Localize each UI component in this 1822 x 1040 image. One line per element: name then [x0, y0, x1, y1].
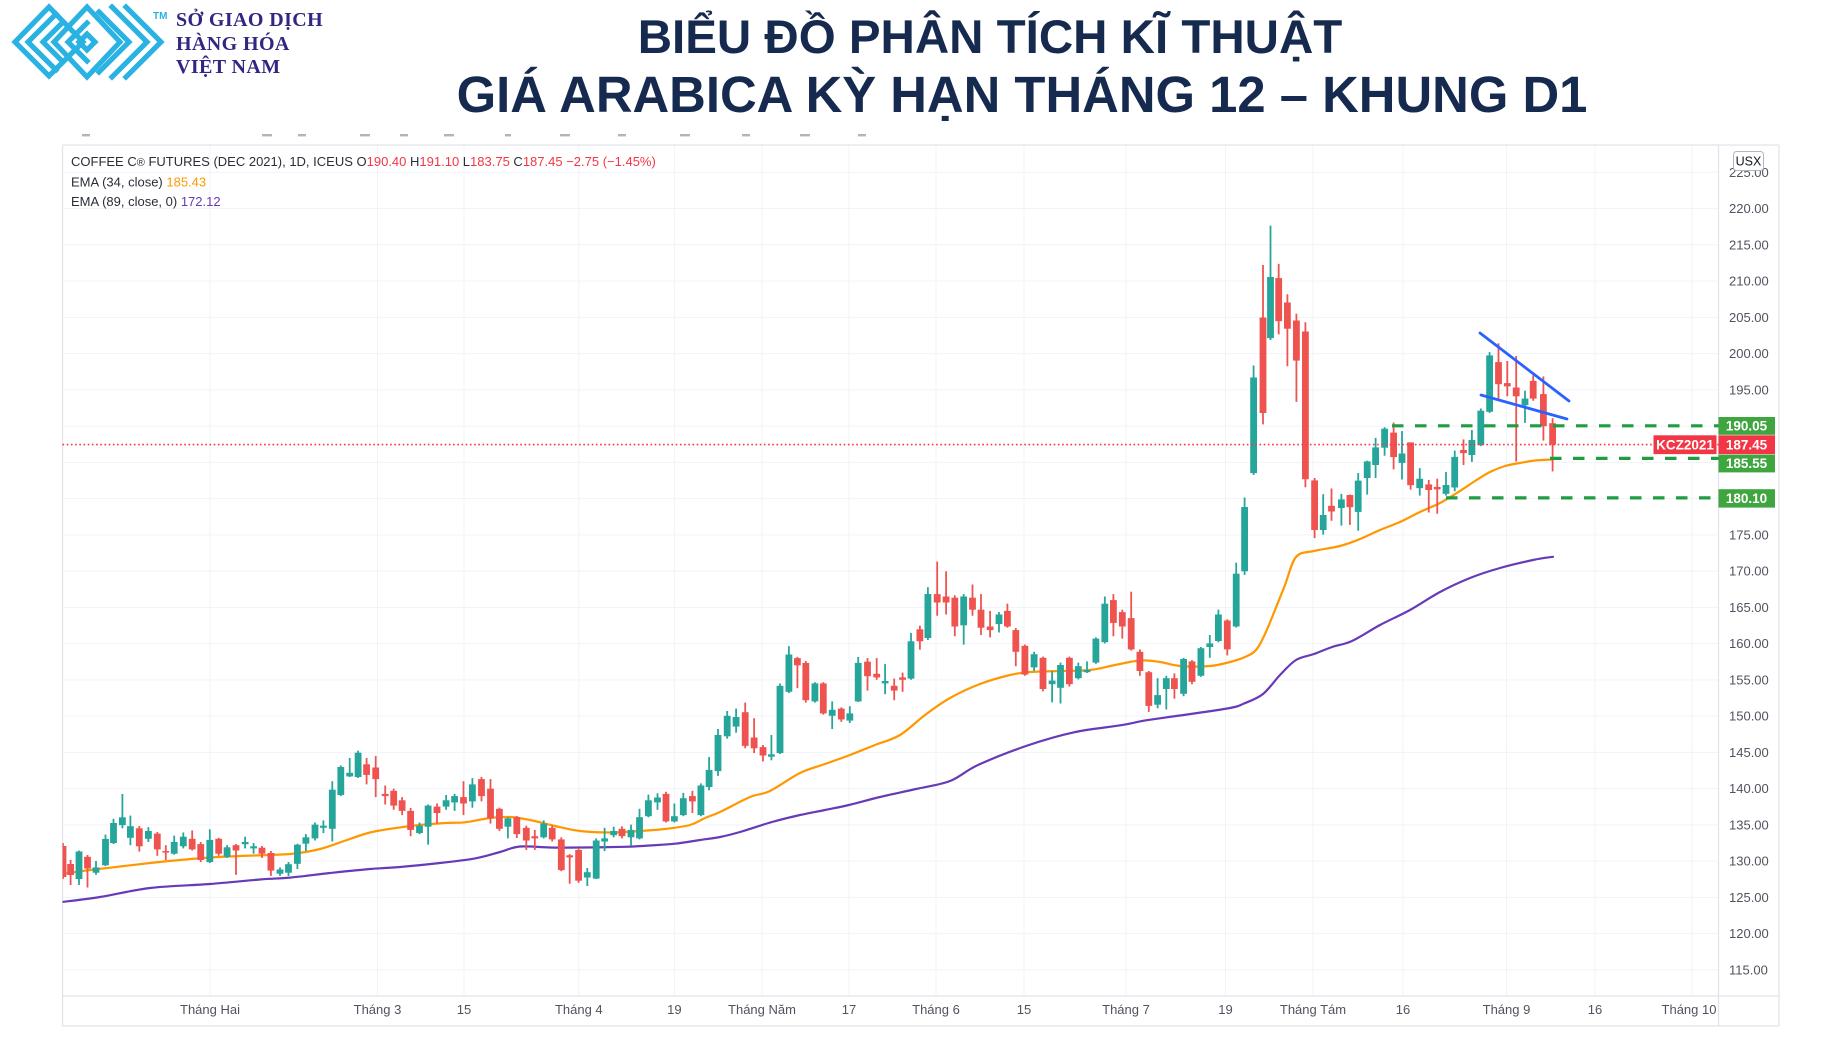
- svg-text:130.00: 130.00: [1729, 854, 1769, 869]
- svg-text:17: 17: [842, 1002, 856, 1017]
- svg-text:Tháng 10: Tháng 10: [1662, 1002, 1717, 1017]
- svg-text:Tháng Hai: Tháng Hai: [180, 1002, 240, 1017]
- svg-text:16: 16: [1396, 1002, 1410, 1017]
- svg-text:175.00: 175.00: [1729, 527, 1769, 542]
- svg-text:Tháng 7: Tháng 7: [1102, 1002, 1150, 1017]
- svg-text:135.00: 135.00: [1729, 817, 1769, 832]
- svg-text:SỞ GIAO DỊCH: SỞ GIAO DỊCH: [176, 8, 323, 31]
- svg-text:170.00: 170.00: [1729, 564, 1769, 579]
- svg-text:Tháng 3: Tháng 3: [354, 1002, 402, 1017]
- svg-text:145.00: 145.00: [1729, 745, 1769, 760]
- svg-text:EMA (89, close, 0) 172.12: EMA (89, close, 0) 172.12: [71, 194, 221, 209]
- svg-text:150.00: 150.00: [1729, 709, 1769, 724]
- svg-text:185.55: 185.55: [1726, 456, 1768, 471]
- svg-text:GIÁ ARABICA KỲ HẠN THÁNG 12 –: GIÁ ARABICA KỲ HẠN THÁNG 12 – KHUNG D1: [457, 66, 1588, 123]
- svg-text:16: 16: [1588, 1002, 1602, 1017]
- svg-text:125.00: 125.00: [1729, 890, 1769, 905]
- svg-text:19: 19: [667, 1002, 681, 1017]
- svg-text:195.00: 195.00: [1729, 382, 1769, 397]
- svg-text:205.00: 205.00: [1729, 310, 1769, 325]
- svg-text:VIỆT NAM: VIỆT NAM: [176, 55, 281, 78]
- svg-text:KCZ2021: KCZ2021: [1656, 437, 1714, 452]
- svg-text:215.00: 215.00: [1729, 237, 1769, 252]
- svg-text:Tháng Năm: Tháng Năm: [728, 1002, 796, 1017]
- svg-text:TM: TM: [153, 11, 167, 22]
- svg-text:EMA (34, close) 185.43: EMA (34, close) 185.43: [71, 175, 206, 190]
- svg-text:Tháng Tám: Tháng Tám: [1280, 1002, 1346, 1017]
- svg-text:COFFEE C® FUTURES (DEC 2021),: COFFEE C® FUTURES (DEC 2021), 1D, ICEUS …: [71, 154, 656, 169]
- svg-text:160.00: 160.00: [1729, 636, 1769, 651]
- svg-text:120.00: 120.00: [1729, 926, 1769, 941]
- svg-text:15: 15: [1017, 1002, 1031, 1017]
- svg-text:140.00: 140.00: [1729, 781, 1769, 796]
- svg-text:190.05: 190.05: [1726, 419, 1768, 434]
- svg-text:USX: USX: [1736, 155, 1762, 169]
- svg-text:BIỂU ĐỒ PHÂN TÍCH KĨ THUẬT: BIỂU ĐỒ PHÂN TÍCH KĨ THUẬT: [638, 9, 1343, 64]
- svg-text:210.00: 210.00: [1729, 274, 1769, 289]
- svg-text:15: 15: [457, 1002, 471, 1017]
- svg-text:HÀNG HÓA: HÀNG HÓA: [176, 31, 290, 55]
- svg-text:Tháng 9: Tháng 9: [1483, 1002, 1531, 1017]
- svg-text:187.45: 187.45: [1726, 437, 1768, 452]
- svg-text:155.00: 155.00: [1729, 672, 1769, 687]
- svg-text:180.10: 180.10: [1726, 491, 1767, 506]
- svg-text:115.00: 115.00: [1729, 962, 1768, 977]
- svg-text:220.00: 220.00: [1729, 201, 1769, 216]
- svg-text:200.00: 200.00: [1729, 346, 1769, 361]
- svg-text:Tháng 6: Tháng 6: [912, 1002, 960, 1017]
- svg-text:Tháng 4: Tháng 4: [555, 1002, 603, 1017]
- svg-text:165.00: 165.00: [1729, 600, 1769, 615]
- svg-text:19: 19: [1218, 1002, 1232, 1017]
